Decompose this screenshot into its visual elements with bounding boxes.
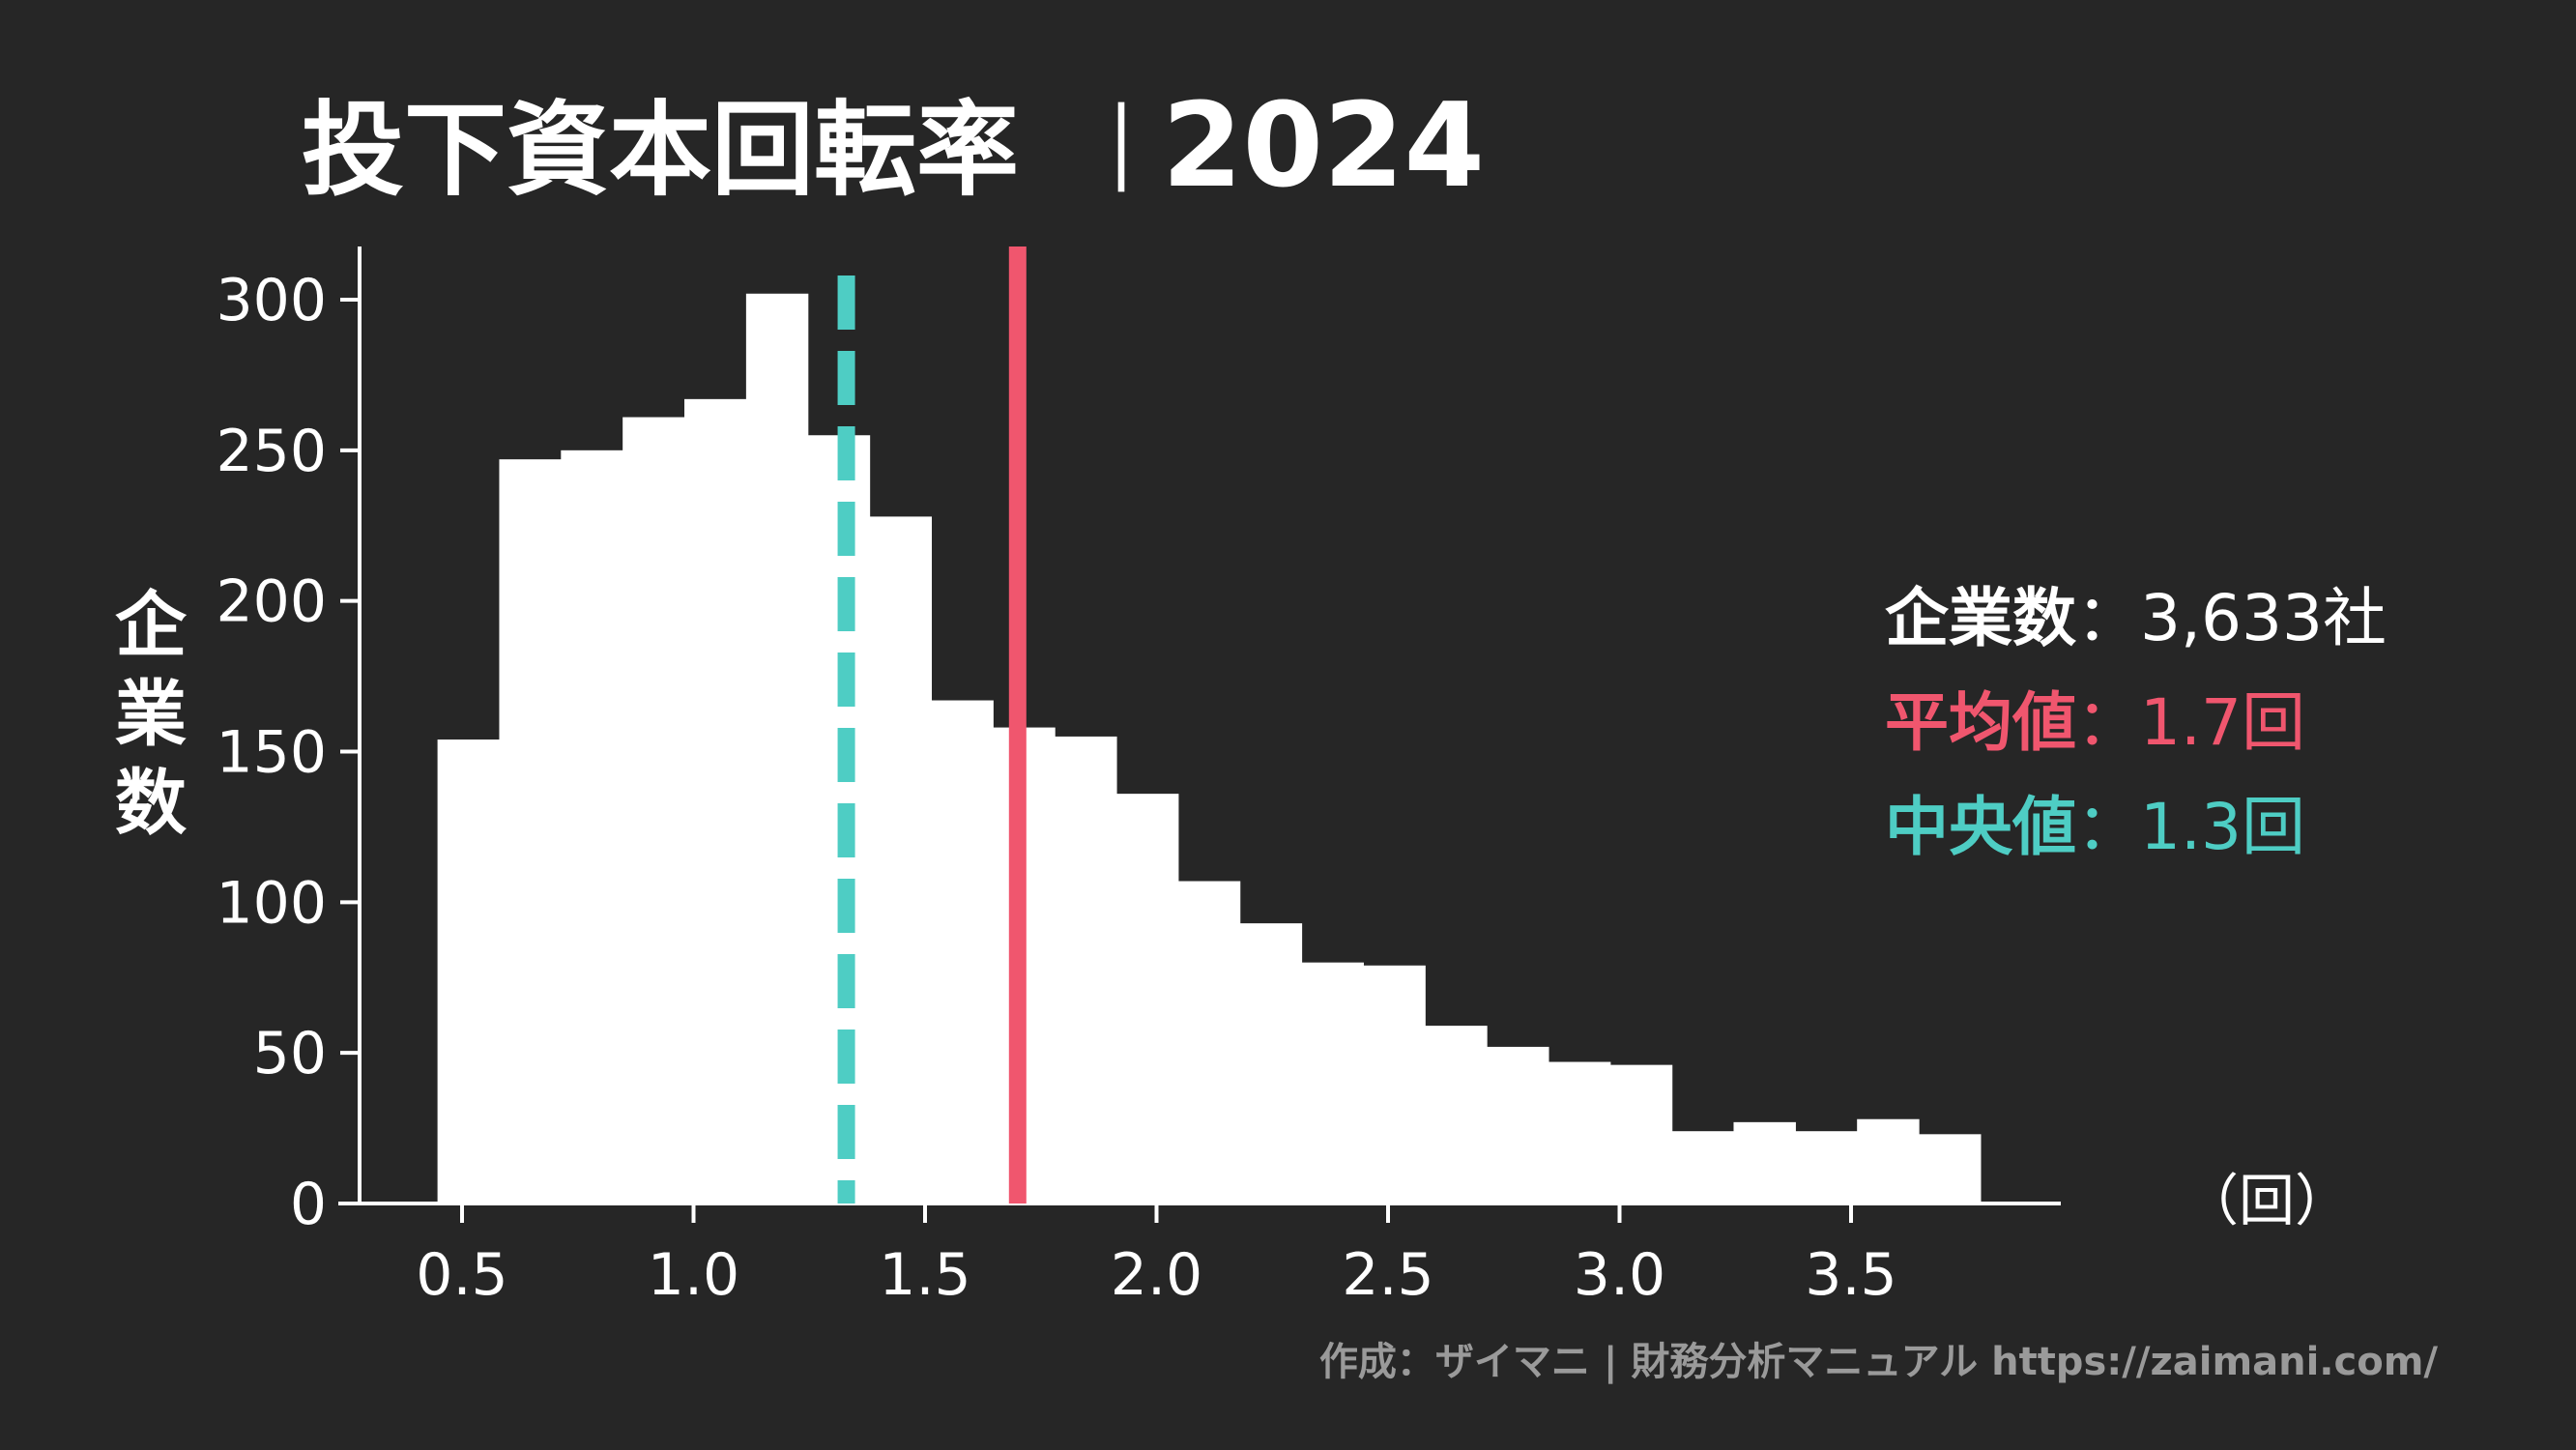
stat-count-label: 企業数 xyxy=(1885,581,2076,655)
y-tick-label-1: 50 xyxy=(253,1020,327,1088)
x-tick-label-0: 0.5 xyxy=(416,1241,507,1309)
y-tick-label-4: 200 xyxy=(216,568,327,636)
histogram-bar-5 xyxy=(745,293,809,1204)
chart-title-separator: ｜ xyxy=(1078,100,1165,201)
histogram-bar-21 xyxy=(1733,1121,1796,1204)
y-tick-label-3: 150 xyxy=(216,719,327,787)
histogram-bar-23 xyxy=(1857,1118,1920,1204)
footer-credit: 作成：ザイマニ | 財務分析マニュアル https://zaimani.com/ xyxy=(1319,1340,2438,1385)
histogram-bar-11 xyxy=(1115,794,1179,1204)
x-tick-label-4: 2.5 xyxy=(1342,1241,1433,1309)
histogram-bar-24 xyxy=(1919,1134,1982,1204)
histogram-bar-2 xyxy=(561,450,623,1204)
histogram-bar-7 xyxy=(869,516,933,1204)
x-tick-label-2: 1.5 xyxy=(879,1241,970,1309)
x-tick-label-1: 1.0 xyxy=(648,1241,739,1309)
chart-title-year: 2024 xyxy=(1162,79,1485,214)
histogram-bar-15 xyxy=(1363,965,1426,1204)
stat-count: 企業数：3,633社 xyxy=(1885,581,2387,655)
x-tick-label-6: 3.5 xyxy=(1805,1241,1896,1309)
histogram-bar-3 xyxy=(622,417,685,1204)
stat-mean-label: 平均値 xyxy=(1885,685,2076,760)
y-tick-label-6: 300 xyxy=(216,267,327,334)
histogram-bar-17 xyxy=(1487,1046,1549,1204)
x-tick-label-5: 3.0 xyxy=(1574,1241,1665,1309)
chart-title-main: 投下資本回転率 xyxy=(302,91,1019,210)
histogram-bar-8 xyxy=(931,700,994,1204)
histogram-bar-19 xyxy=(1609,1064,1673,1204)
histogram-bar-4 xyxy=(684,398,747,1204)
stats-legend: 企業数：3,633社 平均値：1.7回 中央値：1.3回 xyxy=(1885,581,2387,864)
histogram-bar-0 xyxy=(437,740,501,1204)
histogram-bar-10 xyxy=(1055,736,1117,1204)
x-axis-ticks: 0.5 1.0 1.5 2.0 2.5 3.0 3.5 xyxy=(416,1204,1897,1309)
reference-lines xyxy=(837,246,1027,1204)
y-tick-label-5: 250 xyxy=(216,418,327,485)
stat-count-value: ：3,633社 xyxy=(2076,581,2387,655)
histogram-bar-13 xyxy=(1239,923,1303,1204)
y-axis-ticks: 0 50 100 150 200 250 300 xyxy=(216,267,360,1238)
y-axis-label-text: 企業数 xyxy=(115,584,188,845)
y-tick-label-2: 100 xyxy=(216,869,327,937)
y-axis-label: 企業数 xyxy=(115,584,188,845)
axes xyxy=(338,246,2061,1205)
stat-mean: 平均値：1.7回 xyxy=(1885,685,2305,760)
stat-mean-value: ：1.7回 xyxy=(2076,685,2305,760)
stat-median-value: ：1.3回 xyxy=(2076,790,2305,864)
histogram-bar-12 xyxy=(1177,881,1241,1204)
stat-median: 中央値：1.3回 xyxy=(1885,790,2305,864)
x-tick-label-3: 2.0 xyxy=(1111,1241,1202,1309)
histogram-bar-14 xyxy=(1301,962,1364,1204)
stat-median-label: 中央値 xyxy=(1885,790,2076,864)
x-axis-label: （回） xyxy=(2183,1168,2351,1233)
y-tick-label-0: 0 xyxy=(290,1171,327,1238)
histogram-bar-20 xyxy=(1671,1131,1735,1204)
histogram-bar-1 xyxy=(499,459,562,1204)
histogram-bar-22 xyxy=(1795,1131,1858,1204)
histogram-bars xyxy=(437,293,1982,1204)
histogram-bar-18 xyxy=(1548,1061,1611,1204)
histogram-bar-16 xyxy=(1425,1026,1488,1204)
